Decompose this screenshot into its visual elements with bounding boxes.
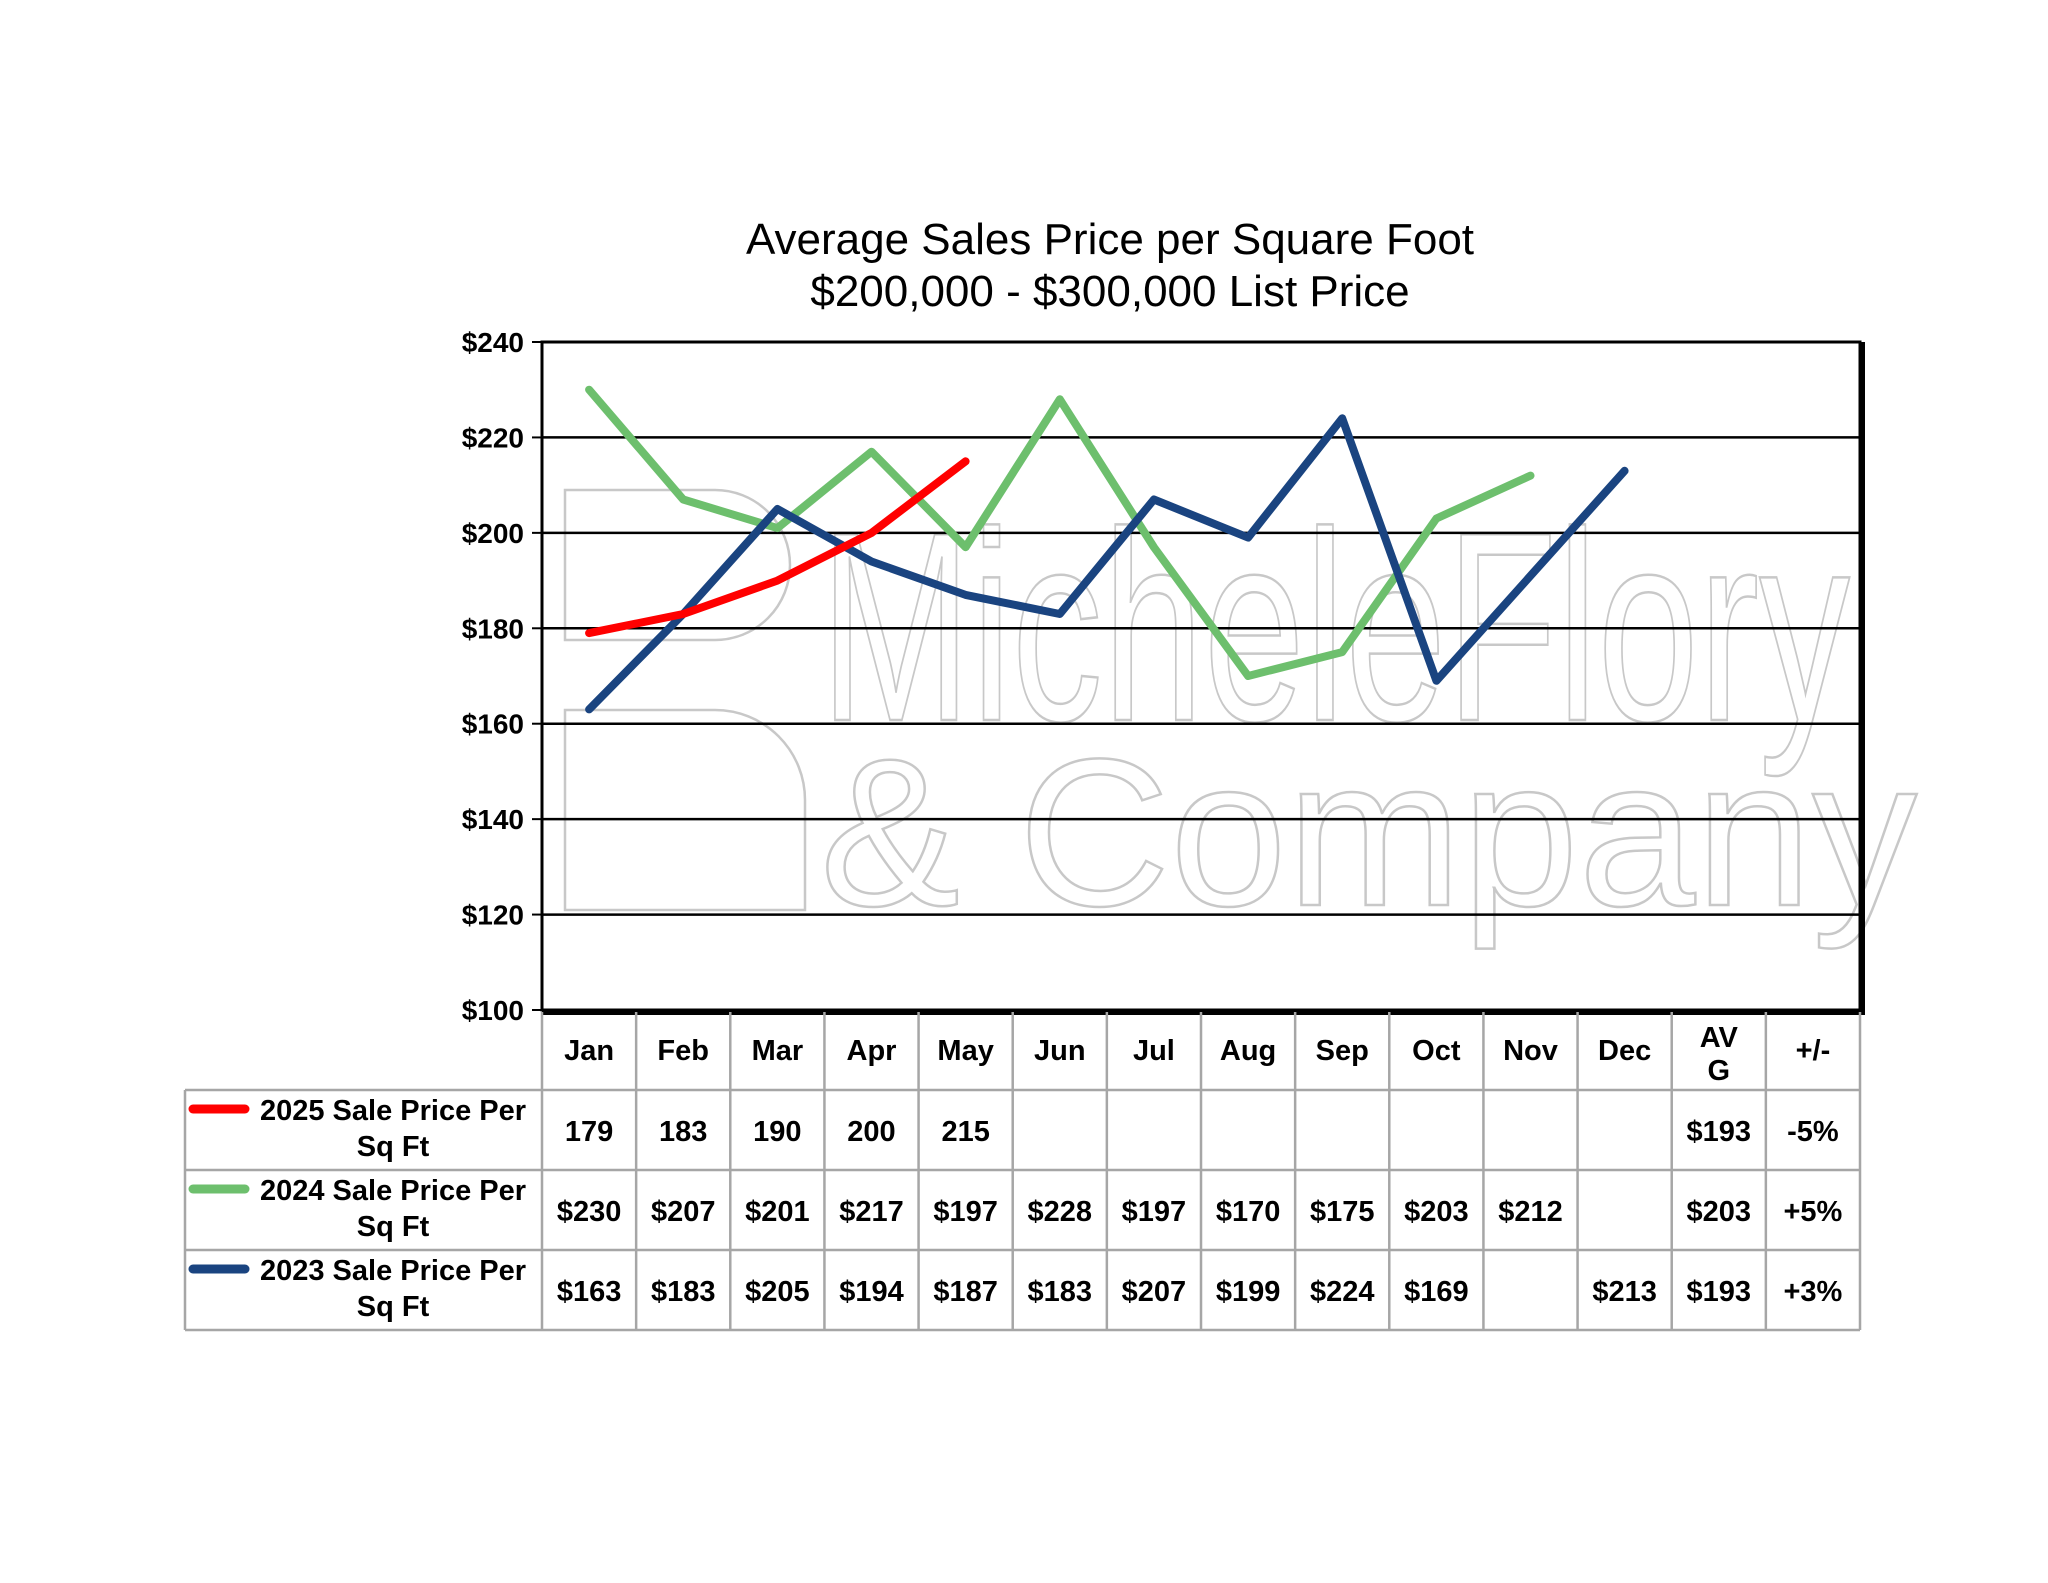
table-header-may: May [937,1035,993,1067]
table-header-oct: Oct [1412,1035,1461,1067]
gridlines [542,436,1860,916]
data-label: $169 [1404,1276,1469,1308]
data-label: $194 [839,1276,904,1308]
y-axis: $100 $120 $140 $160 $180 $200 $220 $240 [462,327,542,1026]
data-label: $197 [933,1196,998,1228]
plot-frame [540,340,1862,1012]
legend-label: 2023 Sale Price Per Sq Ft [260,1255,526,1323]
watermark-logo-mark [563,488,807,912]
table-header-mar: Mar [752,1035,804,1067]
data-label: 183 [659,1116,707,1148]
data-label: $205 [745,1276,810,1308]
data-label: $183 [1028,1276,1093,1308]
y-tick-label: $140 [462,804,524,835]
table-row: 2025 Sale Price Per Sq Ft 179 183 190 200 215 $… [188,1095,1839,1163]
data-label: 179 [565,1116,613,1148]
data-label: $230 [557,1196,622,1228]
table-header-aug: Aug [1220,1035,1276,1067]
data-label: $197 [1122,1196,1187,1228]
y-tick-label: $240 [462,327,524,358]
data-label: $163 [557,1276,622,1308]
table-header-: +/- [1796,1035,1831,1067]
table-header-feb: Feb [657,1035,709,1067]
chart-title: Average Sales Price per Square Foot [746,215,1474,264]
table-header-jan: Jan [564,1035,614,1067]
plot-frame-shadow [542,342,1865,1015]
data-label: $170 [1216,1196,1281,1228]
data-label: $183 [651,1276,716,1308]
change-value: +5% [1783,1196,1842,1228]
table-header-apr: Apr [847,1035,897,1067]
table-header-jun: Jun [1034,1035,1086,1067]
legend-label: 2025 Sale Price Per Sq Ft [260,1095,526,1163]
data-label: $213 [1592,1276,1657,1308]
table-header-jul: Jul [1133,1035,1175,1067]
table-header-sep: Sep [1316,1035,1369,1067]
avg-value: $193 [1687,1276,1752,1308]
table-row: 2023 Sale Price Per Sq Ft $163 $183 $205 $194… [188,1255,1843,1323]
table-header-dec: Dec [1598,1035,1651,1067]
avg-value: $193 [1687,1116,1752,1148]
data-label: $224 [1310,1276,1375,1308]
change-value: -5% [1787,1116,1839,1148]
data-label: $228 [1028,1196,1093,1228]
data-label: $207 [651,1196,716,1228]
avg-value: $203 [1687,1196,1752,1228]
y-tick-label: $200 [462,518,524,549]
data-label: $217 [839,1196,904,1228]
data-label: $212 [1498,1196,1563,1228]
change-value: +3% [1783,1276,1842,1308]
table-row: 2024 Sale Price Per Sq Ft $230 $207 $201 $217… [188,1175,1843,1243]
data-label: $203 [1404,1196,1469,1228]
data-label: $199 [1216,1276,1281,1308]
y-tick-label: $220 [462,422,524,453]
watermark-logo: MicheleFlory& Company [563,476,1918,951]
watermark-text-2: & Company [820,715,1917,950]
y-tick-label: $180 [462,613,524,644]
data-label: 200 [847,1116,895,1148]
chart-subtitle: $200,000 - $300,000 List Price [810,267,1409,316]
data-label: $175 [1310,1196,1375,1228]
data-label: $187 [933,1276,998,1308]
y-tick-label: $120 [462,900,524,931]
y-tick-label: $160 [462,709,524,740]
data-label: $207 [1122,1276,1187,1308]
data-label: 190 [753,1116,801,1148]
y-tick-label: $100 [462,995,524,1026]
table-header-avg: AV G [1700,1022,1739,1087]
data-table: Jan Feb Mar Apr May Jun Jul Aug Sep Oct Nov Dec AV G +… [183,1012,1862,1332]
table-header-nov: Nov [1503,1035,1558,1067]
series-lines [585,385,1629,714]
data-label: 215 [941,1116,989,1148]
data-label: $201 [745,1196,810,1228]
legend-label: 2024 Sale Price Per Sq Ft [260,1175,526,1243]
